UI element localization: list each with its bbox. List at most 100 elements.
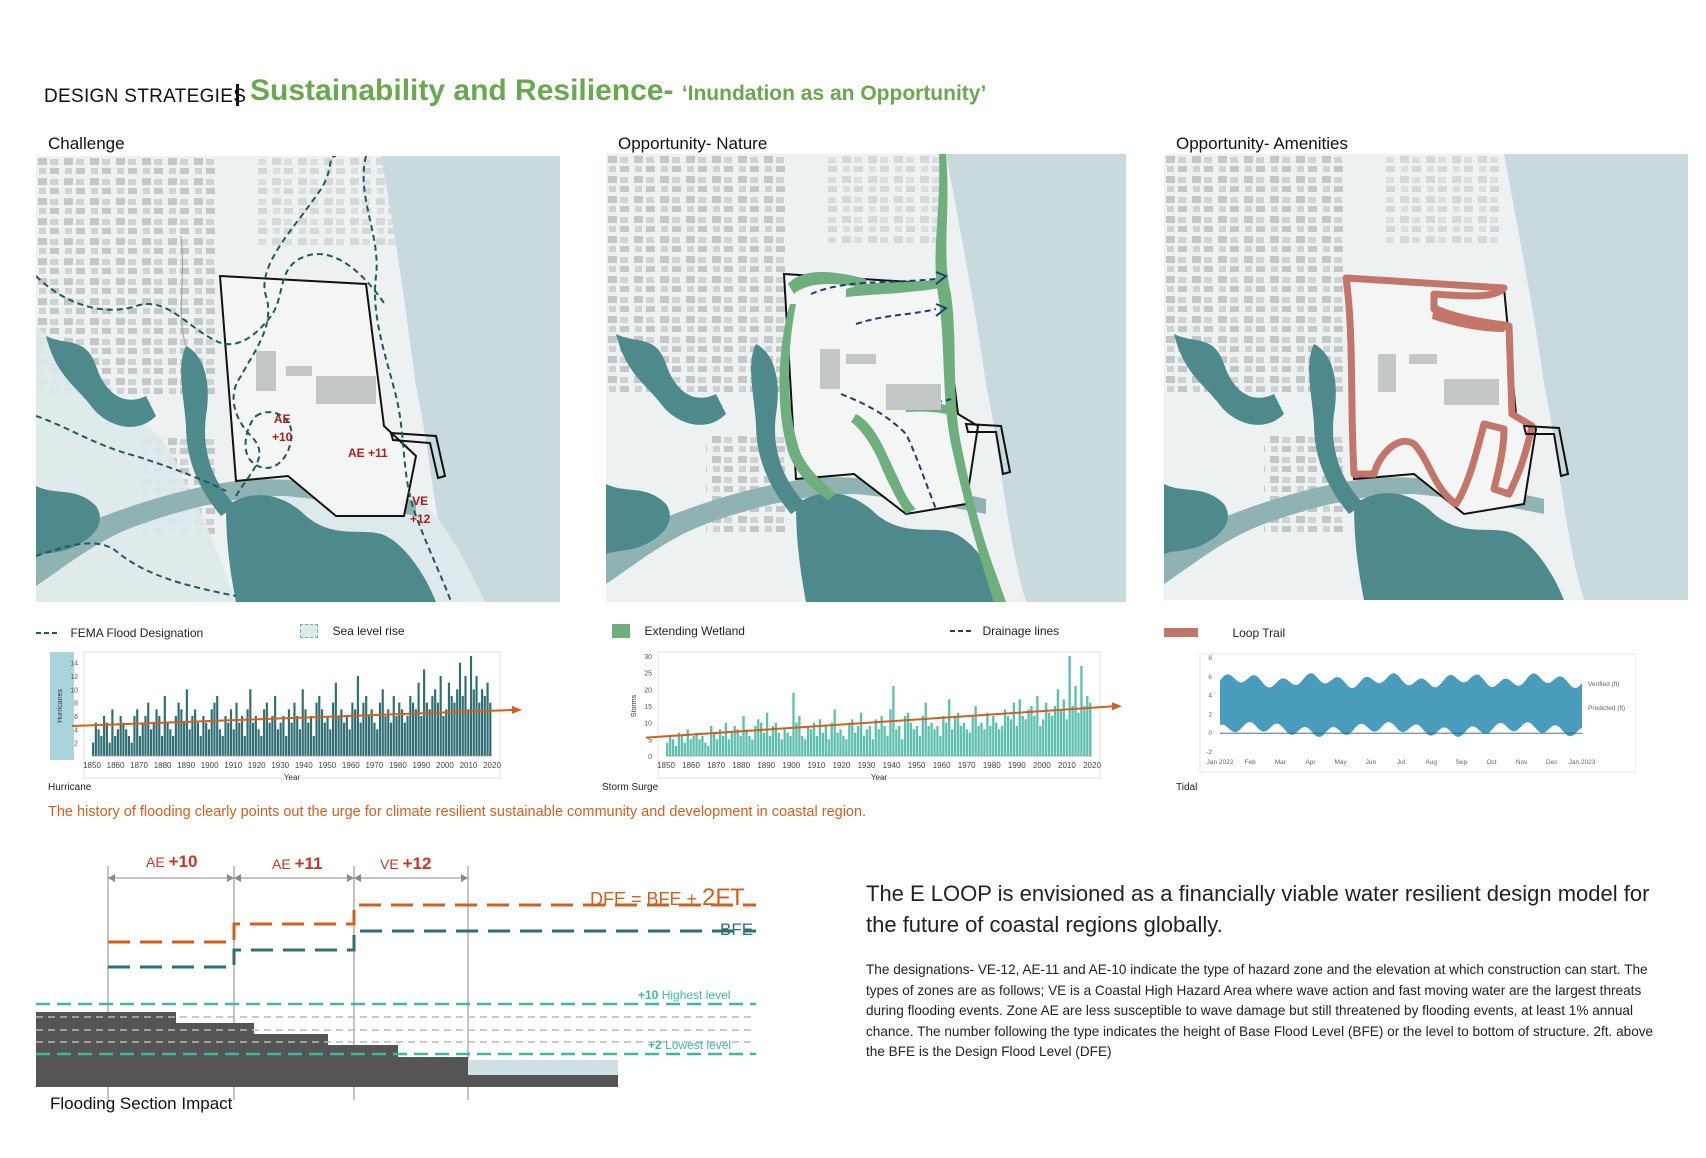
hurricane-bar — [406, 716, 409, 756]
storm-surge-bar — [880, 716, 883, 756]
flooding-section-caption: Flooding Section Impact — [50, 1094, 233, 1113]
storm-surge-bar — [839, 729, 842, 756]
section-zone-ve12-name: VE — [380, 856, 399, 872]
storm-surge-x-tick: 1880 — [732, 761, 750, 770]
storm-surge-bar — [862, 736, 866, 756]
storm-surge-bar — [854, 732, 857, 756]
storm-surge-x-tick: 1930 — [858, 761, 876, 770]
tidal-x-tick: Dec — [1546, 759, 1558, 766]
tidal-x-tick: May — [1335, 759, 1348, 766]
legend-sea-level: Sea level rise — [300, 622, 405, 640]
hurricane-x-tick: 2010 — [460, 761, 478, 770]
storm-surge-x-tick: 1850 — [657, 761, 675, 770]
hurricane-bar — [213, 702, 216, 756]
legend-sea-level-label: Sea level rise — [332, 624, 405, 638]
storm-surge-caption: Storm Surge — [602, 782, 659, 793]
hurricane-bar — [398, 702, 401, 756]
hurricane-bar — [378, 702, 382, 756]
hurricane-bar — [155, 709, 158, 756]
hurricane-bar — [334, 682, 337, 756]
storm-surge-bar — [927, 726, 930, 756]
storm-surge-bar — [845, 739, 848, 756]
hurricane-bar — [370, 709, 373, 756]
hurricane-bar — [428, 709, 431, 756]
hurricane-bar — [268, 722, 271, 756]
hurricane-bar — [453, 702, 456, 756]
tidal-x-tick: Jan 2022 — [1207, 759, 1234, 766]
e-loop-statement: The E LOOP is envisioned as a financiall… — [866, 881, 1650, 937]
hurricane-chart: 1850 1860 1870 1880 1890 1900 1910 1920 1930 1940… — [48, 648, 532, 788]
storm-surge-x-tick: 2000 — [1033, 761, 1051, 770]
storm-surge-bar — [730, 732, 733, 756]
hurricane-bar — [160, 736, 164, 756]
tidal-y-tick: -2 — [1206, 749, 1212, 756]
hurricane-bar — [138, 736, 142, 756]
storm-surge-bar — [762, 732, 766, 756]
hurricane-y-tick: 2 — [74, 741, 78, 748]
hurricane-x-tick: 1860 — [107, 761, 125, 770]
section-zone-ae11-value: +11 — [294, 854, 323, 873]
hurricane-bar — [116, 729, 119, 756]
storm-surge-bar — [1086, 696, 1089, 756]
hurricane-bar — [240, 716, 244, 756]
hurricane-x-tick: 1880 — [154, 761, 172, 770]
storm-surge-bar — [848, 722, 851, 756]
hurricane-bar — [403, 722, 406, 756]
zone-ve12-value: +12 — [410, 512, 431, 526]
storm-surge-bar — [939, 736, 942, 756]
hurricane-bar — [257, 729, 260, 756]
hurricane-bar — [282, 716, 285, 756]
storm-surge-x-tick: 1960 — [933, 761, 951, 770]
hurricane-bar — [183, 722, 186, 756]
storm-surge-x-tick: 1910 — [807, 761, 825, 770]
storm-surge-bar — [809, 729, 813, 756]
storm-surge-x-tick: 1980 — [983, 761, 1001, 770]
storm-surge-bar — [1000, 726, 1004, 756]
hurricane-bar — [130, 742, 133, 756]
storm-surge-bar — [707, 746, 710, 756]
hurricane-bar — [367, 716, 371, 756]
hurricane-bar — [445, 709, 448, 756]
hurricane-chart-svg: 1850 1860 1870 1880 1890 1900 1910 1920 1930 1940… — [50, 651, 522, 782]
storm-surge-y-tick: 0 — [648, 754, 652, 761]
hurricane-bar — [235, 702, 238, 756]
storm-surge-bar — [1024, 719, 1027, 756]
hurricane-bar — [285, 736, 288, 756]
hurricane-bar — [478, 702, 481, 756]
storm-surge-bar — [701, 736, 704, 756]
storm-surge-bar — [989, 726, 992, 756]
storm-surge-bar — [757, 719, 760, 756]
storm-surge-bar — [771, 726, 775, 756]
storm-surge-bar — [1003, 709, 1007, 756]
zone-ae10-name: AE — [273, 412, 291, 426]
storm-surge-bar — [789, 736, 792, 756]
storm-surge-bar — [830, 722, 833, 756]
panel-title-amenities: Opportunity- Amenities — [1176, 134, 1348, 153]
hurricane-bar — [199, 736, 202, 756]
hurricane-bar — [221, 736, 224, 756]
storm-surge-bar — [774, 722, 778, 756]
section-label: DESIGN STRATEGIES — [44, 86, 247, 107]
header-divider — [236, 84, 239, 106]
tidal-x-tick: Jan 2023 — [1569, 759, 1596, 766]
hurricane-bar — [94, 722, 97, 756]
storm-surge-bar — [666, 742, 669, 756]
hurricane-trend-line — [71, 708, 515, 727]
storm-surge-bar — [1015, 726, 1018, 756]
hurricane-bar — [318, 696, 321, 756]
storm-surge-bar — [980, 722, 983, 756]
tidal-y-tick: 2 — [1208, 711, 1212, 718]
storm-surge-bar — [921, 716, 924, 756]
storm-surge-bar — [974, 706, 977, 756]
storm-surge-bar — [950, 729, 954, 756]
hurricane-bar — [447, 682, 451, 756]
storm-surge-bar — [827, 739, 830, 756]
panel-title-challenge: Challenge — [48, 134, 125, 153]
dfe-line — [108, 903, 756, 944]
hurricane-bar — [287, 709, 291, 756]
storm-surge-bar — [1012, 702, 1016, 756]
hurricane-bar — [252, 722, 255, 756]
hurricane-bar — [149, 729, 153, 756]
hurricane-bar — [163, 696, 166, 756]
hurricane-bar — [329, 729, 332, 756]
